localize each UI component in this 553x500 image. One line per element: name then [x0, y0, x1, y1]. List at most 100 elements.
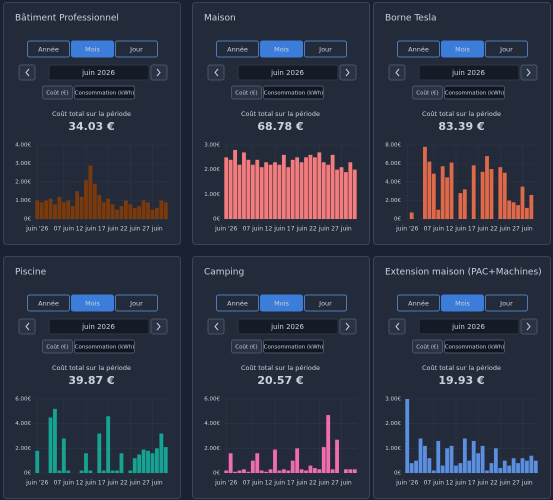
bar: [224, 470, 229, 473]
prev-button[interactable]: [18, 318, 36, 335]
period-button[interactable]: [27, 40, 70, 58]
unit-button-label: Consommation (kWh): [445, 91, 505, 97]
period-button[interactable]: [115, 294, 158, 312]
unit-button[interactable]: [444, 85, 505, 100]
unit-button[interactable]: [74, 85, 135, 100]
period-button[interactable]: [115, 40, 158, 58]
period-button[interactable]: [441, 40, 484, 58]
period-button-label: Année: [408, 46, 429, 54]
x-tick-label: 07 juin: [243, 480, 264, 487]
unit-button[interactable]: [444, 339, 505, 354]
x-tick-label: 17 juin: [287, 226, 308, 233]
unit-button[interactable]: [412, 339, 443, 354]
period-button[interactable]: [304, 40, 347, 58]
x-tick-label: 27 juin: [512, 480, 533, 487]
period-button-label: Jour: [129, 300, 143, 308]
unit-button[interactable]: [42, 339, 73, 354]
period-button[interactable]: [260, 294, 303, 312]
next-button[interactable]: [339, 318, 357, 335]
period-button[interactable]: [397, 40, 440, 58]
unit-button-label: Coût (€): [235, 90, 257, 97]
next-icon: [345, 322, 350, 331]
bar: [106, 198, 111, 219]
prev-button[interactable]: [18, 64, 36, 81]
bar: [57, 196, 62, 219]
bar: [339, 167, 344, 219]
unit-button-label: Coût (€): [46, 90, 68, 97]
unit-button[interactable]: [231, 339, 262, 354]
y-tick-label: 3.00€: [204, 143, 220, 149]
x-tick-label: 12 juin: [76, 480, 97, 487]
unit-button[interactable]: [412, 85, 443, 100]
period-button[interactable]: [304, 294, 347, 312]
period-button[interactable]: [216, 40, 259, 58]
date-field: [48, 64, 150, 81]
bar: [321, 447, 326, 473]
bar: [507, 465, 512, 473]
bar: [525, 207, 529, 219]
next-icon: [526, 322, 531, 331]
x-tick-label: 12 juin: [76, 226, 97, 233]
period-button-label: Jour: [318, 46, 332, 54]
bar: [106, 416, 111, 473]
y-tick-label: 6.00€: [15, 397, 31, 403]
unit-button[interactable]: [263, 339, 324, 354]
card: [373, 256, 551, 499]
y-tick-label: 1.00€: [15, 198, 31, 204]
bar: [101, 470, 106, 473]
period-button[interactable]: [260, 40, 303, 58]
prev-button[interactable]: [207, 64, 225, 81]
x-tick-label: 27 juin: [331, 480, 352, 487]
x-tick-label: 07 juin: [424, 480, 445, 487]
bar: [445, 177, 450, 219]
bar: [281, 154, 286, 219]
bar: [489, 169, 494, 219]
period-button[interactable]: [71, 294, 114, 312]
bar: [458, 193, 463, 219]
period-button-label: Jour: [318, 300, 332, 308]
prev-button[interactable]: [207, 318, 225, 335]
next-button[interactable]: [520, 64, 538, 81]
period-button[interactable]: [441, 294, 484, 312]
next-button[interactable]: [150, 64, 168, 81]
unit-button[interactable]: [42, 85, 73, 100]
x-tick-label: 27 juin: [142, 226, 163, 233]
bar: [163, 202, 168, 219]
date-text: juin 2026: [81, 323, 115, 331]
total-value: 68.78 €: [257, 120, 303, 133]
date-field: [418, 318, 520, 335]
bar: [321, 162, 326, 219]
period-button[interactable]: [71, 40, 114, 58]
prev-button[interactable]: [388, 64, 406, 81]
period-button[interactable]: [485, 40, 528, 58]
prev-icon: [395, 322, 400, 331]
period-button[interactable]: [485, 294, 528, 312]
next-button[interactable]: [339, 64, 357, 81]
x-tick-label: 27 juin: [512, 226, 533, 233]
bar: [317, 469, 322, 473]
next-button[interactable]: [520, 318, 538, 335]
period-button[interactable]: [216, 294, 259, 312]
period-button[interactable]: [397, 294, 440, 312]
total-value: 83.39 €: [438, 120, 484, 133]
y-tick-label: 2.00€: [204, 446, 220, 452]
unit-button[interactable]: [231, 85, 262, 100]
unit-button[interactable]: [263, 85, 324, 100]
unit-button[interactable]: [74, 339, 135, 354]
x-tick-label: 22 juin: [490, 226, 511, 233]
bar: [155, 207, 159, 219]
bar: [44, 200, 48, 219]
prev-icon: [214, 68, 219, 77]
prev-button[interactable]: [388, 318, 406, 335]
bar: [295, 157, 300, 219]
next-button[interactable]: [150, 318, 168, 335]
period-button[interactable]: [27, 294, 70, 312]
bar: [423, 146, 427, 219]
bar: [110, 204, 115, 219]
bar: [79, 470, 84, 473]
bar: [312, 468, 317, 473]
y-tick-label: 6.00€: [385, 161, 401, 167]
bar: [485, 156, 489, 219]
date-text: juin 2026: [270, 69, 304, 77]
